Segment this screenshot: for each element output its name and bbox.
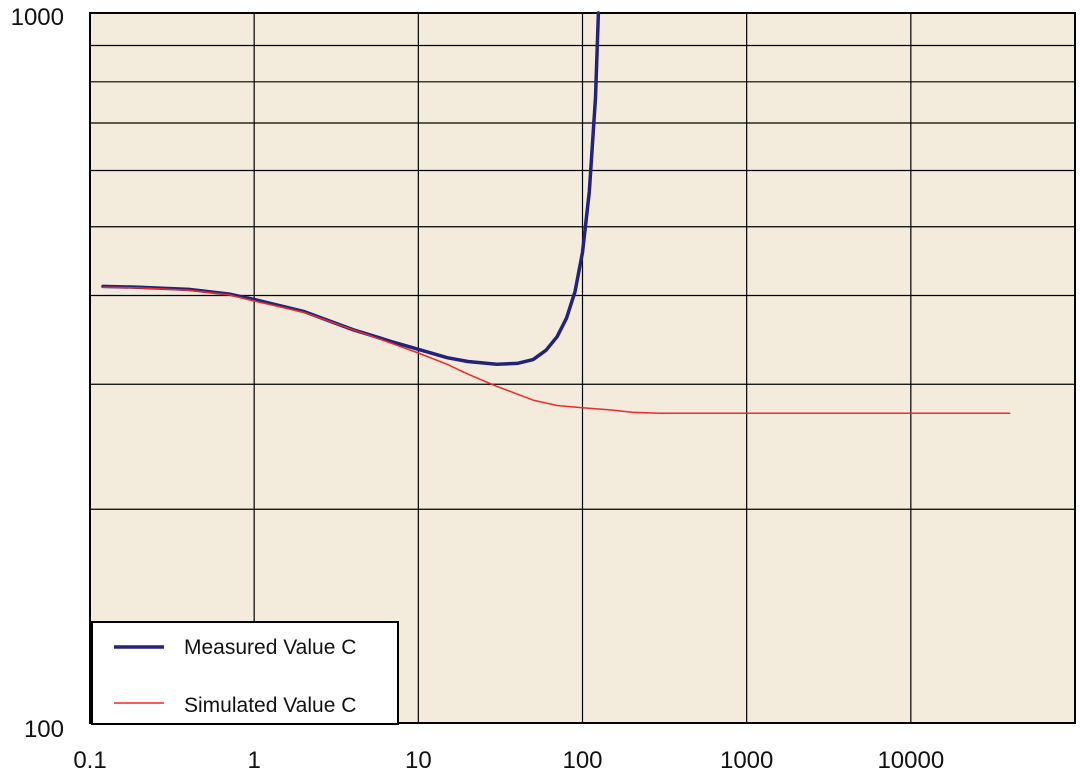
x-tick-label: 1000: [720, 747, 773, 774]
series-line-simulated: [102, 286, 1011, 415]
x-tick-label: 0.1: [73, 747, 106, 774]
x-tick-label: 100: [562, 747, 602, 774]
x-tick-label: 10000: [877, 747, 944, 774]
legend: Measured Value C Simulated Value C: [91, 621, 399, 725]
grid: [90, 13, 1075, 723]
legend-label-simulated: Simulated Value C: [184, 694, 356, 717]
plot-frame: [89, 12, 1076, 724]
x-tick-label: 1: [247, 747, 260, 774]
y-tick-label: 100: [24, 716, 64, 743]
legend-box: [91, 621, 399, 725]
legend-label-measured: Measured Value C: [184, 636, 356, 659]
y-tick-label: 1000: [11, 4, 64, 31]
x-tick-label: 10: [405, 747, 432, 774]
series-line-measured: [101, 11, 601, 367]
